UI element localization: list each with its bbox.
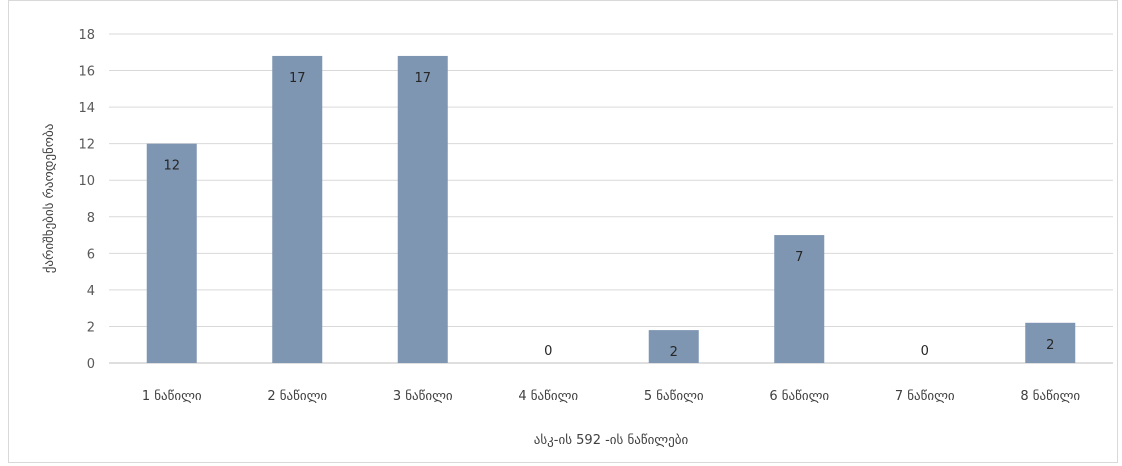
- x-category-label: 3 ნაწილი: [393, 389, 453, 404]
- data-label: 17: [289, 71, 306, 86]
- y-tick-label: 18: [78, 28, 95, 43]
- y-tick-label: 0: [87, 357, 95, 372]
- x-category-label: 2 ნაწილი: [267, 389, 327, 404]
- x-category-label: 4 ნაწილი: [518, 389, 578, 404]
- y-axis-ticks: 0 2 4 6 8 10 12 14 16 18: [78, 28, 95, 372]
- y-tick-label: 12: [78, 138, 95, 153]
- y-tick-label: 2: [87, 320, 95, 335]
- data-label: 2: [1046, 338, 1054, 353]
- y-tick-label: 4: [87, 284, 95, 299]
- y-axis-title: ქარიშხების რაოდენობა: [42, 124, 57, 274]
- x-category-label: 7 ნაწილი: [895, 389, 955, 404]
- data-label: 0: [921, 344, 929, 359]
- y-tick-label: 8: [87, 211, 95, 226]
- y-tick-label: 10: [78, 174, 95, 189]
- bar: [1025, 322, 1076, 363]
- data-label: 12: [163, 159, 180, 174]
- bar: [774, 235, 825, 363]
- x-category-label: 5 ნაწილი: [644, 389, 704, 404]
- x-category-label: 8 ნაწილი: [1020, 389, 1080, 404]
- data-label: 0: [544, 344, 552, 359]
- y-tick-label: 6: [87, 247, 95, 262]
- data-label: 17: [414, 71, 431, 86]
- bar: [272, 55, 323, 363]
- data-label: 2: [670, 345, 678, 360]
- y-tick-label: 14: [78, 101, 95, 116]
- x-axis-title: ასკ-ის 592 -ის ნაწილები: [534, 433, 689, 448]
- x-category-label: 6 ნაწილი: [769, 389, 829, 404]
- bars: [146, 55, 1076, 363]
- gridlines: [109, 33, 1113, 364]
- data-label: 7: [795, 250, 803, 265]
- bar-chart: 0 2 4 6 8 10 12 14 16 18 12 17 17 0 2 7 0 2 1 ნაწილი 2 ნა…: [42, 28, 1113, 448]
- bar: [397, 55, 448, 363]
- chart-frame: 0 2 4 6 8 10 12 14 16 18 12 17 17 0 2 7 0 2 1 ნაწილი 2 ნა…: [8, 0, 1118, 463]
- data-labels: 12 17 17 0 2 7 0 2: [163, 71, 1054, 360]
- y-tick-label: 16: [78, 65, 95, 80]
- x-axis-categories: 1 ნაწილი 2 ნაწილი 3 ნაწილი 4 ნაწილი 5 ნაწილი…: [142, 389, 1081, 404]
- bar: [146, 143, 197, 363]
- x-category-label: 1 ნაწილი: [142, 389, 202, 404]
- bar: [648, 330, 699, 363]
